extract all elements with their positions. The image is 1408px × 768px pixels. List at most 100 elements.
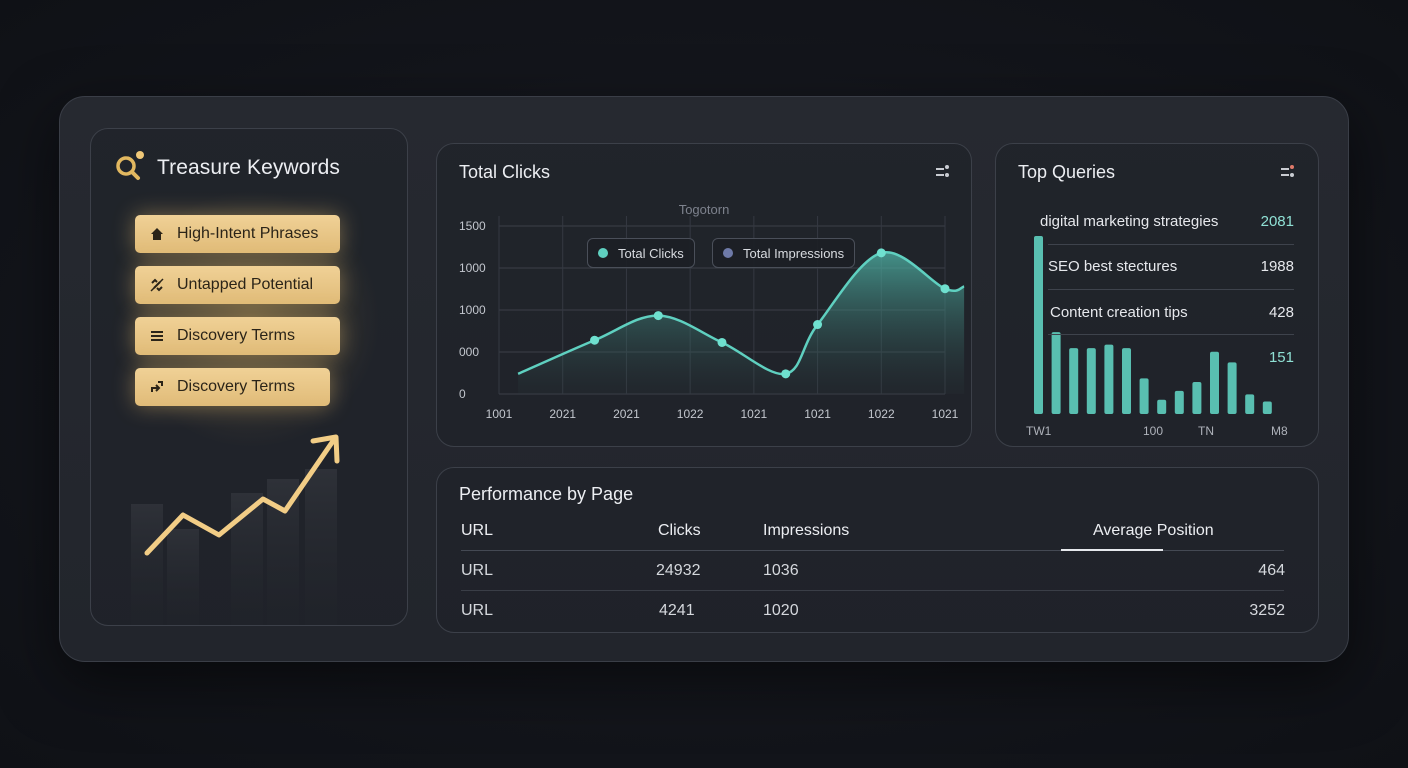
data-point [813, 320, 823, 330]
x-tick-label: 1021 [932, 407, 959, 421]
legend-label: Total Clicks [618, 245, 684, 261]
query-bar [1069, 348, 1079, 414]
query-row[interactable]: 151 [1050, 337, 1294, 377]
cell-clicks: 24932 [656, 562, 701, 579]
share-icon [149, 379, 165, 395]
query-row[interactable]: Content creation tips 428 [1050, 292, 1294, 332]
query-label: Content creation tips [1050, 303, 1188, 321]
cell-impressions: 1036 [763, 562, 799, 579]
x-tick-label: 1022 [868, 407, 895, 421]
growth-trend-illustration [131, 434, 340, 625]
query-label: digital marketing strategies [1040, 212, 1219, 230]
legend-dot [723, 248, 733, 258]
legend-total-clicks[interactable]: Total Clicks [587, 238, 695, 268]
x-tick-label: 2021 [549, 407, 576, 421]
card-title: Performance by Page [459, 484, 634, 504]
sort-indicator [1061, 549, 1163, 551]
cell-position: 464 [1258, 562, 1285, 579]
x-tick-label: 2021 [613, 407, 640, 421]
total-clicks-card: Total Clicks Togotorn 0 000 1000 1000 1500 10… [436, 143, 972, 447]
legend-dot [598, 248, 608, 258]
x-tick-label: 1021 [741, 407, 768, 421]
trend-line [144, 438, 336, 556]
trend-bar [305, 469, 337, 625]
divider [1048, 334, 1294, 335]
query-bar [1034, 236, 1043, 414]
clicks-area-fill [518, 252, 965, 394]
column-header-average-position[interactable]: Average Position [1093, 522, 1214, 539]
query-row[interactable]: digital marketing strategies 2081 [1040, 201, 1294, 241]
top-queries-card: Top Queries TW1 100 TN M8 digital marketing… [995, 143, 1319, 447]
query-bar [1139, 378, 1149, 414]
data-point [781, 369, 791, 379]
search-sparkle-icon [113, 149, 145, 186]
keyword-item-discovery[interactable]: Discovery Terms [135, 317, 340, 355]
data-point [653, 311, 663, 321]
cell-url[interactable]: URL [461, 562, 494, 579]
query-value: 2081 [1260, 212, 1294, 230]
list-icon [149, 328, 165, 344]
queries-bar-chart: TW1 100 TN M8 [1026, 236, 1288, 438]
column-header-impressions[interactable]: Impressions [763, 522, 850, 539]
y-tick-label: 0 [459, 387, 466, 401]
y-tick-label: 1500 [459, 219, 486, 233]
query-bar [1051, 332, 1061, 414]
options-icon[interactable] [935, 164, 951, 180]
keyword-item-high-intent[interactable]: High-Intent Phrases [135, 215, 340, 253]
data-point [590, 335, 600, 345]
sidebar-header: Treasure Keywords [113, 149, 340, 186]
query-bar [1192, 381, 1202, 414]
trend-bar [131, 504, 163, 625]
row-divider [461, 590, 1284, 591]
cell-position: 3252 [1249, 602, 1285, 619]
query-bar [1210, 351, 1219, 414]
x-tick-label: TN [1198, 424, 1214, 438]
cell-impressions: 1020 [763, 602, 799, 619]
keyword-item-untapped[interactable]: Untapped Potential [135, 266, 340, 304]
keyword-item-label: Discovery Terms [177, 378, 295, 395]
data-point [876, 248, 886, 258]
keyword-item-discovery-2[interactable]: Discovery Terms [135, 368, 330, 406]
divider [1048, 244, 1294, 245]
cell-url[interactable]: URL [461, 602, 494, 619]
y-tick-label: 1000 [459, 303, 486, 317]
y-tick-label: 1000 [459, 261, 486, 275]
performance-by-page-card: Performance by Page URL Clicks Impressio… [436, 467, 1319, 633]
x-tick-label: 1001 [486, 407, 513, 421]
legend-label: Total Impressions [743, 245, 845, 261]
options-icon[interactable] [1280, 164, 1296, 180]
keyword-item-label: High-Intent Phrases [177, 225, 319, 242]
query-value: 1988 [1260, 257, 1294, 275]
treasure-keywords-panel: Treasure Keywords High-Intent Phrases Un… [90, 128, 408, 626]
card-title: Total Clicks [459, 162, 551, 182]
data-point [940, 284, 950, 294]
trend-arrowhead [310, 434, 340, 464]
query-bar [1174, 390, 1184, 414]
query-row[interactable]: SEO best stectures 1988 [1048, 246, 1294, 286]
query-bar [1122, 348, 1131, 414]
query-value: 151 [1268, 348, 1294, 366]
legend-total-impressions[interactable]: Total Impressions [712, 238, 856, 268]
query-label: SEO best stectures [1048, 257, 1178, 275]
trend-bar [167, 529, 199, 625]
link-off-icon [149, 277, 165, 293]
column-header-clicks[interactable]: Clicks [658, 522, 701, 539]
x-tick-label: 100 [1143, 424, 1163, 438]
x-tick-label: M8 [1271, 424, 1288, 438]
chart-subtitle: Togotorn [678, 202, 730, 217]
query-bar [1227, 362, 1237, 414]
keyword-item-label: Discovery Terms [177, 327, 295, 344]
header-divider [461, 550, 1284, 551]
sidebar-title: Treasure Keywords [157, 155, 340, 179]
data-point [717, 337, 727, 347]
keyword-item-label: Untapped Potential [177, 276, 314, 293]
card-title: Top Queries [1018, 162, 1116, 182]
query-bar [1245, 394, 1255, 414]
x-tick-label: 1021 [804, 407, 831, 421]
query-bar [1104, 344, 1114, 414]
column-header-url[interactable]: URL [461, 522, 494, 539]
divider [1048, 289, 1294, 290]
home-icon [149, 226, 165, 242]
query-bar [1157, 399, 1167, 414]
